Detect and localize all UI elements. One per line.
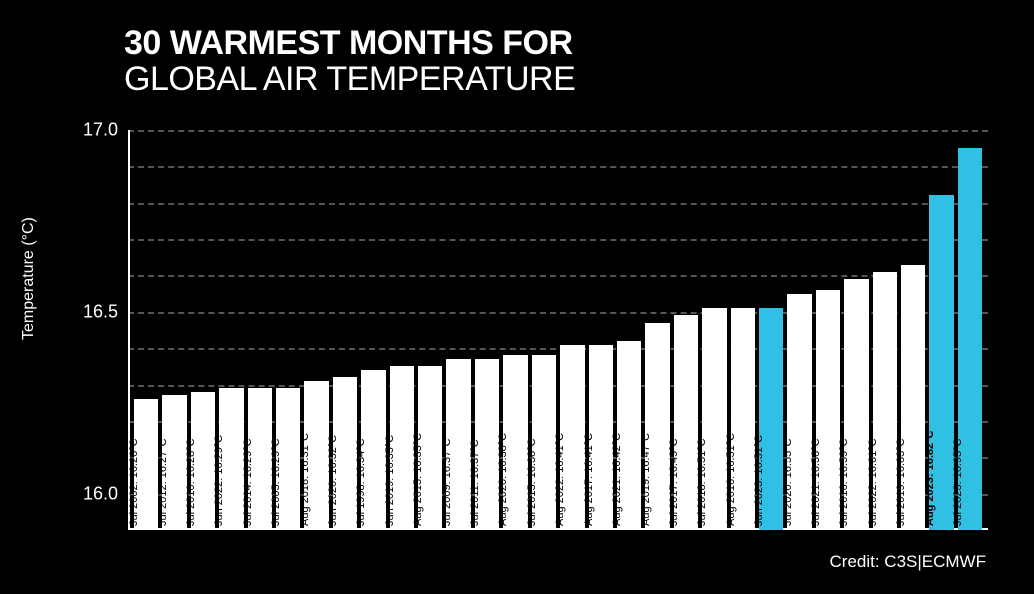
y-axis-label: Temperature (°C) <box>20 217 38 340</box>
bar-label: Jul 2022: 16.61°C <box>867 438 879 526</box>
bar-label: Jul 2017: 16.49°C <box>668 438 680 526</box>
bar-label: Aug 2020: 16.38°C <box>497 433 509 526</box>
bar: Jun 2020: 16.32°C <box>333 377 357 530</box>
chart-title: 30 WARMEST MONTHS FOR GLOBAL AIR TEMPERA… <box>124 26 575 97</box>
bar: Jul 2017: 16.49°C <box>674 315 698 530</box>
credit-text: Credit: C3S|ECMWF <box>830 552 987 572</box>
bar: Aug 2015: 16.35°C <box>418 366 442 530</box>
bar: Jul 2014: 16.29°C <box>248 388 272 530</box>
bar-label: Jul 2019: 16.63°C <box>895 438 907 526</box>
bar: Jun 2023: 16.51°C <box>759 308 783 530</box>
bar-label: Aug 2018: 16.31°C <box>299 433 311 526</box>
y-tick-label: 16.5 <box>68 301 118 322</box>
bar: Jul 2015: 16.38°C <box>532 355 556 530</box>
bar: Jul 2021: 16.56°C <box>816 290 840 530</box>
bar-label: Jun 2020: 16.32°C <box>327 435 339 526</box>
bar: Jul 2002: 16.26°C <box>134 399 158 530</box>
bar-label: Jul 1998: 16.34°C <box>355 438 367 526</box>
bar-label: Jul 2014: 16.29°C <box>242 438 254 526</box>
bar: Aug 2021: 16.42°C <box>617 341 641 530</box>
bar: Jul 2018: 16.51°C <box>702 308 726 530</box>
bar: Aug 2017: 16.41°C <box>589 345 613 530</box>
bar-label: Aug 2019: 16.47°C <box>640 433 652 526</box>
bar-label: Jul 2015: 16.38°C <box>526 438 538 526</box>
bar: Jul 2011: 16.37°C <box>475 359 499 530</box>
bar: Jul 2020: 16.55°C <box>787 294 811 530</box>
title-line-2: GLOBAL AIR TEMPERATURE <box>124 62 575 98</box>
bar-label: Jun 2019: 16.35°C <box>384 435 396 526</box>
bar-label: Jul 2016: 16.59°C <box>838 438 850 526</box>
chart-area: Jul 2002: 16.26°CJul 2012: 16.27°CJul 20… <box>128 130 988 530</box>
bar: Aug 2018: 16.31°C <box>304 381 328 530</box>
bar: Aug 2020: 16.38°C <box>503 355 527 530</box>
bar-label: Jul 2009: 16.37°C <box>441 438 453 526</box>
bar: Jul 2005: 16.29°C <box>276 388 300 530</box>
bar: Aug 2023: 16.82°C <box>929 195 953 530</box>
bar-label: Jul 2005: 16.29°C <box>270 438 282 526</box>
bar: Jun 2019: 16.35°C <box>390 366 414 530</box>
bar-label: Aug 2022: 16.41°C <box>554 433 566 526</box>
bars-container: Jul 2002: 16.26°CJul 2012: 16.27°CJul 20… <box>134 130 982 530</box>
bar-label: Jul 2002: 16.26°C <box>128 438 140 526</box>
bar-label: Jul 2011: 16.37°C <box>469 439 481 526</box>
bar: Jul 2009: 16.37°C <box>446 359 470 530</box>
bar-label: Jul 2021: 16.56°C <box>810 438 822 526</box>
bar-label: Jul 2018: 16.51°C <box>696 438 708 526</box>
bar: Aug 2019: 16.47°C <box>645 323 669 530</box>
y-tick-label: 17.0 <box>68 120 118 141</box>
bar: Jul 2012: 16.27°C <box>162 395 186 530</box>
bar: Aug 2016: 16.51°C <box>731 308 755 530</box>
bar: Jul 2010: 16.28°C <box>191 392 215 530</box>
bar-label: Jun 2023: 16.51°C <box>753 435 765 526</box>
bar-label: Aug 2016: 16.51°C <box>725 433 737 526</box>
bar: Jul 2016: 16.59°C <box>844 279 868 530</box>
bar: Jun 2022: 16.29°C <box>219 388 243 530</box>
bar: Jul 1998: 16.34°C <box>361 370 385 530</box>
y-tick-label: 16.0 <box>68 483 118 504</box>
bar-label: Jun 2022: 16.29°C <box>213 435 225 526</box>
bar: Jul 2022: 16.61°C <box>873 272 897 530</box>
bar: Jul 2019: 16.63°C <box>901 265 925 530</box>
bar-label: Jul 2012: 16.27°C <box>157 438 169 526</box>
bar-label: Jul 2020: 16.55°C <box>782 438 794 526</box>
bar-label: Jul 2023: 16.95°C <box>952 438 964 526</box>
bar: Aug 2022: 16.41°C <box>560 345 584 530</box>
bar-label: Aug 2023: 16.82°C <box>924 431 936 527</box>
title-line-1: 30 WARMEST MONTHS FOR <box>124 26 575 62</box>
bar-label: Jul 2010: 16.28°C <box>185 438 197 526</box>
plot: Jul 2002: 16.26°CJul 2012: 16.27°CJul 20… <box>128 130 988 530</box>
bar-label: Aug 2021: 16.42°C <box>611 433 623 526</box>
bar-label: Aug 2017: 16.41°C <box>583 433 595 526</box>
bar-label: Aug 2015: 16.35°C <box>412 433 424 526</box>
bar: Jul 2023: 16.95°C <box>958 148 982 530</box>
